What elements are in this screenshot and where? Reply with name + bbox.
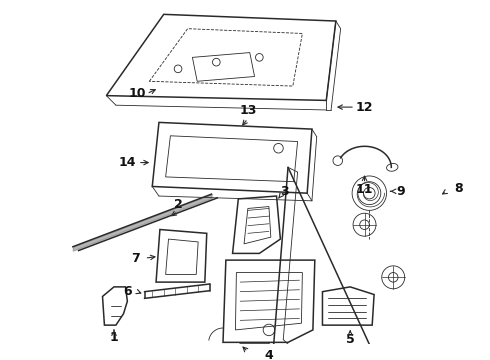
Text: 2: 2 (173, 198, 182, 211)
Text: 8: 8 (454, 182, 463, 195)
Text: 4: 4 (265, 349, 273, 360)
Text: 14: 14 (119, 156, 136, 169)
Text: 7: 7 (131, 252, 139, 265)
Text: 11: 11 (356, 183, 373, 196)
Text: 5: 5 (346, 333, 355, 346)
Text: 10: 10 (128, 87, 146, 100)
Text: 1: 1 (110, 331, 119, 344)
Text: 3: 3 (280, 185, 289, 198)
Text: 9: 9 (396, 185, 405, 198)
Text: 12: 12 (356, 100, 373, 114)
Text: 6: 6 (123, 285, 132, 298)
Text: 13: 13 (239, 104, 257, 117)
